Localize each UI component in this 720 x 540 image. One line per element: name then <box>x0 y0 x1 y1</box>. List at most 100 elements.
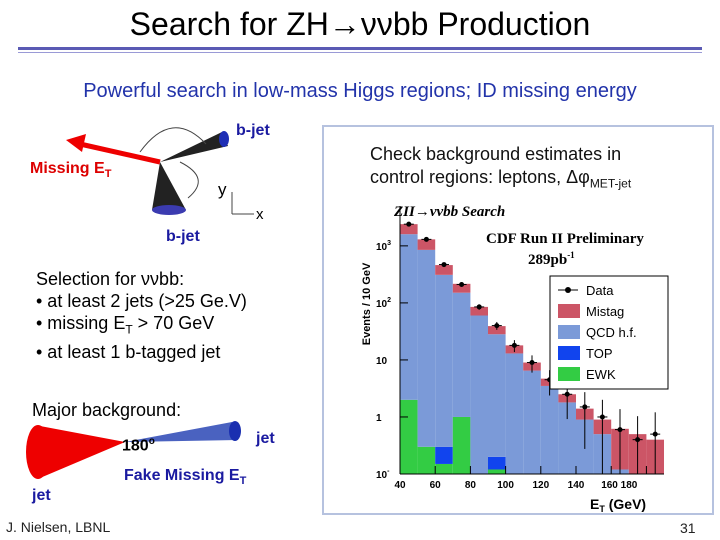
legend-swatch <box>558 367 580 381</box>
chart-legend: Data Mistag QCD h.f. TOP EWK <box>549 275 669 390</box>
data-point <box>494 323 500 329</box>
legend-label: TOP <box>586 346 613 361</box>
bar-ewk <box>417 446 436 474</box>
data-point <box>406 221 412 227</box>
bar-qcd-h-f- <box>505 353 524 474</box>
bjet-top-label: b-jet <box>236 122 270 139</box>
bjet-bottom-cap <box>152 205 186 215</box>
angle-label: 180o <box>122 436 155 455</box>
angle-arc-top <box>139 127 207 153</box>
data-point <box>529 360 535 366</box>
page-number: 31 <box>680 520 696 536</box>
data-points <box>403 221 661 474</box>
axis-y-label: y <box>218 180 227 199</box>
bar-mistag <box>470 306 488 316</box>
bar-top <box>435 446 453 464</box>
data-point <box>476 304 482 310</box>
chart-axes: 10- 1 10 102 103 40 60 80 100 120 140 160 180 <box>376 206 664 491</box>
title-divider-thin <box>18 52 702 53</box>
author-footer: J. Nielsen, LBNL <box>6 519 111 535</box>
slide-title: Search for ZH→ννbb Production <box>129 6 591 42</box>
bjet-top-cap <box>219 131 229 147</box>
bjet-bottom-label: b-jet <box>166 228 200 245</box>
data-point <box>423 236 429 242</box>
stacked-bars <box>400 224 664 474</box>
data-point <box>582 404 588 410</box>
jet-right-cone <box>125 422 238 442</box>
event-topology-diagram <box>66 127 254 215</box>
x-tick-label: 40 <box>394 480 406 491</box>
y-tick-label: 10- <box>376 468 390 481</box>
chart-ylabel: Events / 10 GeV <box>361 262 373 345</box>
selection-list: Selection for ννbb: • at least 2 jets (>… <box>36 268 247 363</box>
data-point <box>441 262 447 268</box>
legend-swatch <box>558 346 580 360</box>
bar-qcd-h-f- <box>417 249 436 447</box>
bar-qcd-h-f- <box>470 315 488 474</box>
missing-et-label: Missing ET <box>30 160 112 181</box>
data-point <box>599 414 605 420</box>
control-region-line1: Check background estimates in <box>370 144 622 164</box>
bar-mistag <box>417 239 436 250</box>
missing-et-arrowhead <box>66 134 86 152</box>
legend-label: QCD h.f. <box>586 325 637 340</box>
bar-qcd-h-f- <box>558 402 576 474</box>
axis-x-label: x <box>256 206 264 223</box>
selection-item: • missing ET > 70 GeV <box>36 313 215 337</box>
et-distribution-chart: 10- 1 10 102 103 40 60 80 100 120 140 160 180 Data M… <box>361 204 669 514</box>
bar-qcd-h-f- <box>488 334 506 457</box>
y-tick-label: 103 <box>376 240 391 253</box>
x-tick-label: 80 <box>465 480 477 491</box>
bar-qcd-h-f- <box>435 274 453 447</box>
x-tick-label: 120 <box>532 480 549 491</box>
jet-right-label: jet <box>256 430 275 447</box>
selection-heading: Selection for ννbb: <box>36 269 185 289</box>
bar-qcd-h-f- <box>452 292 471 417</box>
bar-mistag <box>488 326 506 335</box>
bar-ewk <box>488 469 506 474</box>
data-point <box>511 342 517 348</box>
data-point <box>635 437 641 443</box>
chart-title: ZII→ννbb Search <box>393 204 505 220</box>
major-background-heading: Major background: <box>32 400 182 420</box>
bar-ewk <box>435 463 453 474</box>
bar-mistag <box>435 265 453 275</box>
bar-qcd-h-f- <box>523 370 541 474</box>
legend-swatch <box>558 325 580 339</box>
jet-left-label: jet <box>32 487 51 504</box>
y-tick-label: 102 <box>376 297 391 310</box>
data-point <box>617 427 623 433</box>
angle-arc-right <box>179 161 199 199</box>
x-tick-label: 140 <box>568 480 585 491</box>
legend-swatch <box>558 304 580 318</box>
bar-mistag <box>452 283 471 293</box>
legend-label: EWK <box>586 367 616 382</box>
data-point <box>652 431 658 437</box>
bar-ewk <box>452 416 471 474</box>
bar-qcd-h-f- <box>540 385 559 474</box>
y-tick-label: 10 <box>376 356 388 367</box>
jet-left-cone <box>40 426 125 478</box>
x-tick-label: 160 180 <box>601 480 638 491</box>
fake-missing-et-label: Fake Missing ET <box>124 467 247 488</box>
jet-left-cap <box>26 425 50 479</box>
plot-frame <box>322 125 714 515</box>
chart-xlabel: ET (GeV) <box>590 496 646 514</box>
title-divider <box>18 47 702 50</box>
legend-marker <box>565 287 571 293</box>
chart-subtitle-line2: 289pb-1 <box>528 250 575 268</box>
data-point <box>459 282 465 288</box>
bar-top <box>488 456 506 470</box>
control-region-note: Check background estimates in control re… <box>370 143 631 196</box>
y-tick-label: 1 <box>376 413 382 424</box>
bar-mistag <box>400 224 418 235</box>
legend-label: Mistag <box>586 304 624 319</box>
chart-subtitle-line1: CDF Run II Preliminary <box>486 231 644 247</box>
bar-ewk <box>400 399 418 474</box>
slide-subtitle: Powerful search in low-mass Higgs region… <box>83 80 637 102</box>
missing-et-arrow-shaft <box>79 141 161 165</box>
x-tick-label: 60 <box>430 480 442 491</box>
bjet-bottom-cone <box>152 162 186 210</box>
selection-item: • at least 2 jets (>25 Ge.V) <box>36 291 247 311</box>
bjet-top-cone <box>160 132 228 162</box>
